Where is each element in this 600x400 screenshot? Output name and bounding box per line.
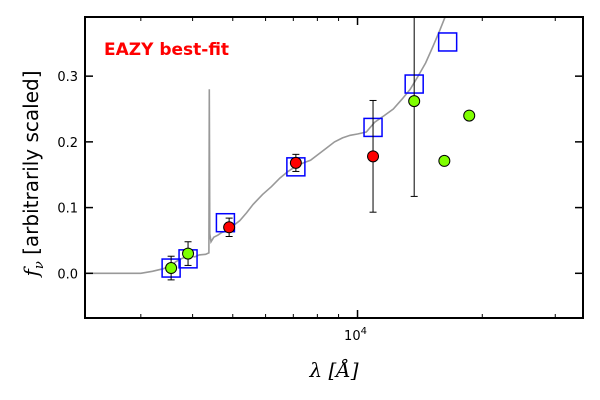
annotation-label: EAZY best-fit (104, 40, 229, 60)
model-flux-marker (437, 32, 458, 52)
observed-flux-point-red (223, 221, 236, 234)
x-tick-label: 104 (344, 326, 367, 344)
observed-flux-point-red (289, 156, 302, 169)
plot-area (85, 17, 476, 281)
observed-flux-point-green (438, 154, 451, 167)
x-axis-label: λ [Å] (308, 357, 358, 382)
observed-flux-point-green (165, 262, 178, 275)
y-tick-label: 0.2 (57, 136, 78, 151)
y-tick-label: 0.3 (57, 70, 78, 85)
y-axis-label: fν [arbitrarily scaled] (19, 70, 47, 278)
observed-flux-point-green (463, 109, 476, 122)
y-tick-label: 0.0 (57, 267, 78, 282)
plot-frame (84, 16, 584, 319)
observed-flux-point-red (367, 150, 380, 163)
observed-flux-point-green (182, 247, 195, 260)
observed-flux-point-green (408, 95, 421, 108)
y-tick-label: 0.1 (57, 202, 78, 217)
